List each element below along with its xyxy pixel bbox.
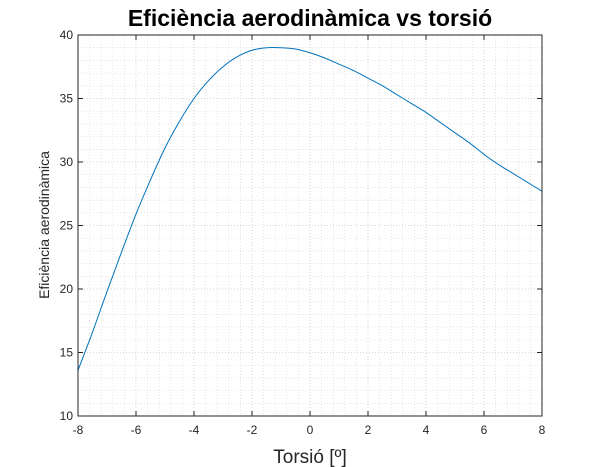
- y-tick-label: 20: [60, 282, 74, 296]
- x-tick-label: 6: [481, 423, 488, 437]
- series-line-0: [77, 46, 543, 371]
- y-axis-ticks: 10 15 20 25 30 35 40: [60, 28, 542, 423]
- chart-title: Eficiència aerodinàmica vs torsió: [128, 5, 492, 31]
- x-tick-label: 2: [365, 423, 372, 437]
- x-tick-label: -6: [131, 423, 142, 437]
- series-layer: [77, 46, 543, 371]
- x-axis-label: Torsió [º]: [273, 447, 346, 467]
- y-tick-label: 10: [60, 409, 74, 423]
- x-tick-label: 4: [423, 423, 430, 437]
- x-tick-label: -2: [247, 423, 258, 437]
- x-axis-ticks: -8 -6 -4 -2 0 2 4 6 8: [73, 35, 546, 437]
- x-tick-label: 8: [539, 423, 546, 437]
- y-tick-label: 15: [60, 346, 74, 360]
- x-tick-label: 0: [307, 423, 314, 437]
- y-tick-label: 30: [60, 155, 74, 169]
- x-tick-label: -8: [73, 423, 84, 437]
- y-tick-label: 40: [60, 28, 74, 42]
- y-tick-label: 25: [60, 219, 74, 233]
- y-axis-label: Eficiència aerodinàmica: [36, 151, 52, 299]
- y-tick-label: 35: [60, 92, 74, 106]
- x-tick-label: -4: [189, 423, 200, 437]
